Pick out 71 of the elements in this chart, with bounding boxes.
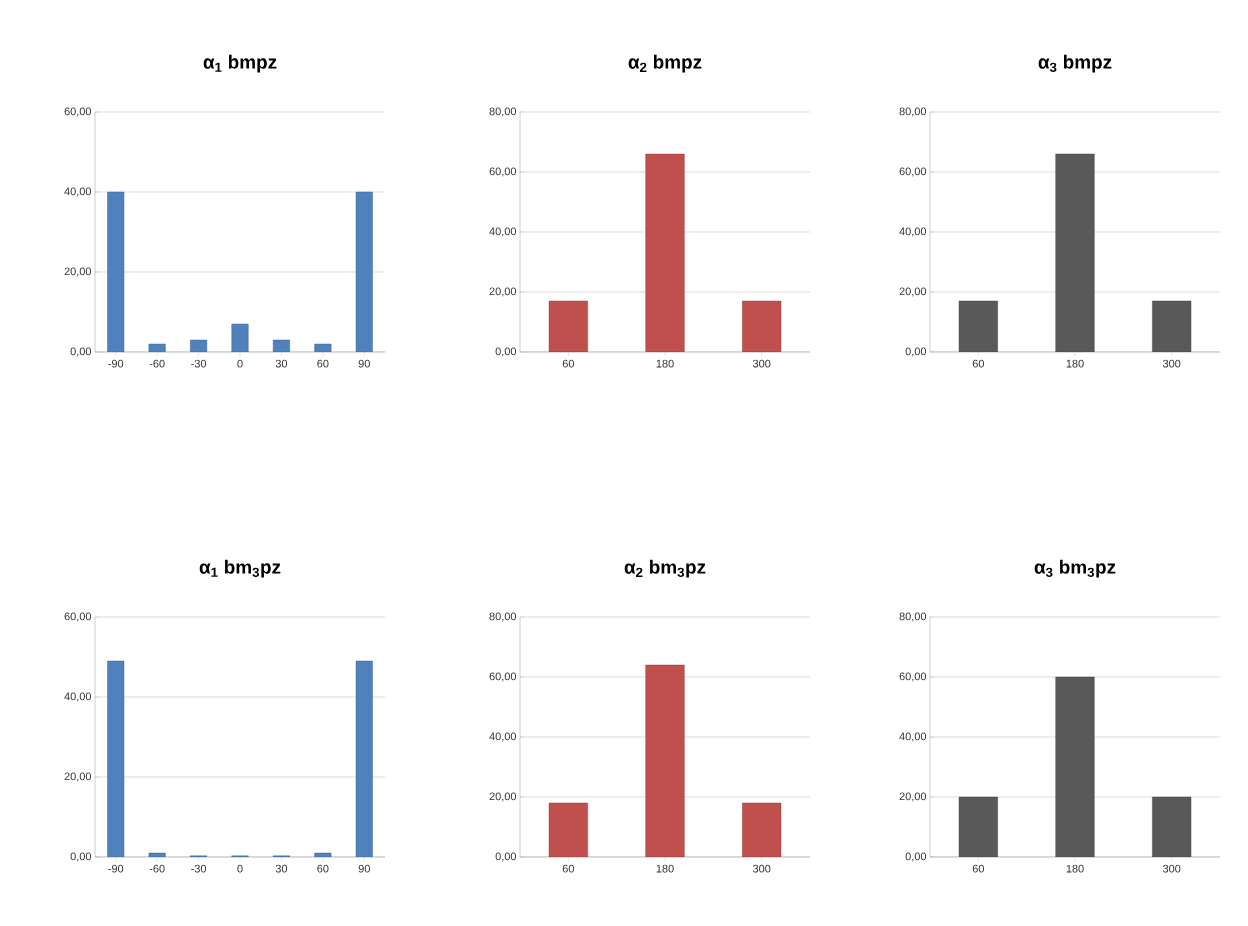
y-tick-label: 0,00 bbox=[495, 347, 517, 357]
y-tick-label: 80,00 bbox=[899, 107, 927, 117]
y-tick-label: 0,00 bbox=[70, 347, 92, 357]
x-tick-label: -30 bbox=[191, 864, 207, 873]
y-tick-label: 20,00 bbox=[899, 792, 927, 802]
y-tick-label: 80,00 bbox=[899, 612, 927, 622]
y-tick-label: 20,00 bbox=[64, 267, 92, 277]
bar bbox=[148, 343, 166, 352]
chart-title: α$_{2}$ bmpz bbox=[628, 54, 702, 73]
x-tick-label: 180 bbox=[1066, 864, 1084, 873]
y-tick-label: 20,00 bbox=[489, 287, 517, 297]
y-tick-label: 60,00 bbox=[64, 107, 92, 117]
x-tick-label: 90 bbox=[358, 359, 370, 368]
x-tick-label: 60 bbox=[972, 864, 984, 873]
y-tick-label: 80,00 bbox=[489, 612, 517, 622]
x-tick-label: 30 bbox=[275, 359, 288, 368]
x-tick-label: -60 bbox=[149, 864, 165, 873]
y-tick-label: 40,00 bbox=[64, 692, 92, 702]
bar bbox=[190, 339, 208, 352]
x-tick-label: 90 bbox=[358, 864, 370, 873]
x-tick-label: 0 bbox=[237, 864, 243, 873]
y-tick-label: 40,00 bbox=[899, 732, 927, 742]
y-tick-label: 80,00 bbox=[489, 107, 517, 117]
y-tick-label: 60,00 bbox=[899, 672, 927, 682]
x-tick-label: 0 bbox=[237, 359, 243, 368]
bar bbox=[314, 343, 332, 352]
x-tick-label: 300 bbox=[752, 359, 771, 368]
chart-title: α$_{1}$ bm$_{3}$pz bbox=[199, 559, 281, 578]
chart-title: α$_{3}$ bmpz bbox=[1038, 54, 1112, 73]
x-tick-label: -90 bbox=[108, 864, 124, 873]
x-tick-label: 60 bbox=[562, 359, 574, 368]
y-tick-label: 40,00 bbox=[64, 187, 92, 197]
y-tick-label: 0,00 bbox=[905, 347, 927, 357]
bar bbox=[272, 339, 290, 352]
bar bbox=[314, 852, 332, 857]
y-tick-label: 0,00 bbox=[70, 852, 92, 862]
y-tick-label: 20,00 bbox=[489, 792, 517, 802]
y-tick-label: 60,00 bbox=[64, 612, 92, 622]
chart-title: α$_{3}$ bm$_{3}$pz bbox=[1034, 559, 1116, 578]
y-tick-label: 0,00 bbox=[495, 852, 517, 862]
bar bbox=[107, 660, 125, 857]
x-tick-label: -60 bbox=[149, 359, 165, 368]
x-tick-label: 300 bbox=[1162, 359, 1181, 368]
x-tick-label: 300 bbox=[1162, 864, 1181, 873]
x-tick-label: 180 bbox=[1066, 359, 1084, 368]
bar bbox=[148, 852, 166, 857]
x-tick-label: 60 bbox=[317, 359, 329, 368]
chart-title: α$_{1}$ bmpz bbox=[203, 54, 277, 73]
x-tick-label: 60 bbox=[562, 864, 574, 873]
bar bbox=[355, 191, 373, 352]
x-tick-label: 300 bbox=[752, 864, 771, 873]
bar bbox=[107, 191, 125, 352]
x-tick-label: -30 bbox=[191, 359, 207, 368]
y-tick-label: 40,00 bbox=[489, 227, 517, 237]
y-tick-label: 0,00 bbox=[905, 852, 927, 862]
y-tick-label: 60,00 bbox=[489, 672, 517, 682]
chart-title: α$_{2}$ bm$_{3}$pz bbox=[624, 559, 706, 578]
x-tick-label: -90 bbox=[108, 359, 124, 368]
y-tick-label: 40,00 bbox=[489, 732, 517, 742]
x-tick-label: 30 bbox=[275, 864, 288, 873]
y-tick-label: 20,00 bbox=[64, 772, 92, 782]
y-tick-label: 60,00 bbox=[489, 167, 517, 177]
x-tick-label: 60 bbox=[972, 359, 984, 368]
y-tick-label: 60,00 bbox=[899, 167, 927, 177]
y-tick-label: 40,00 bbox=[899, 227, 927, 237]
y-tick-label: 20,00 bbox=[899, 287, 927, 297]
bar bbox=[231, 323, 249, 352]
x-tick-label: 180 bbox=[656, 864, 674, 873]
x-tick-label: 60 bbox=[317, 864, 329, 873]
x-tick-label: 180 bbox=[656, 359, 674, 368]
bar bbox=[355, 660, 373, 857]
